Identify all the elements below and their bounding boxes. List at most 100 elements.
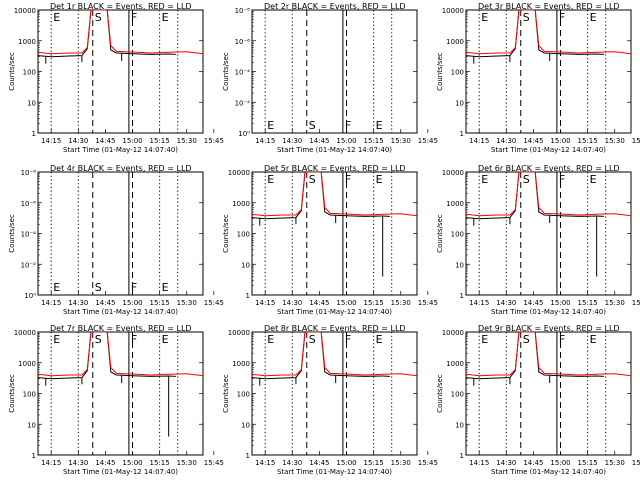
marker-label: F [559,333,565,346]
plot-frame [465,331,632,456]
y-tick-label: 10000 [14,329,36,337]
x-tick-label: 15:30 [605,459,625,467]
plot-frame [251,171,418,296]
events-line [38,332,176,380]
y-tick-label: 10⁰ [238,130,250,138]
marker-label: E [53,281,60,294]
y-axis-label: Counts/sec [436,374,444,413]
lld-line [252,172,417,217]
marker-label: F [345,173,351,186]
x-tick-label: 15:30 [391,459,411,467]
marker-label: S [95,281,102,294]
x-axis-label: Start Time (01-May-12 14:07:40) [277,146,392,154]
x-axis-label: Start Time (01-May-12 14:07:40) [63,468,178,476]
y-tick-label: 1000 [18,38,36,46]
lld-line [252,332,417,377]
y-tick-label: 100 [23,391,36,399]
x-tick-label: 15:15 [364,137,384,145]
plot-frame [37,9,204,134]
lld-line [38,332,203,377]
marker-label: E [53,333,60,346]
x-axis-label: Start Time (01-May-12 14:07:40) [63,146,178,154]
x-tick-label: 15:15 [578,459,598,467]
marker-label: E [267,173,274,186]
panel-title: Det 6r BLACK = Events, RED = LLD [478,164,620,173]
panel-title: Det 3r BLACK = Events, RED = LLD [478,2,620,11]
events-line [38,10,176,58]
lld-line [466,172,631,217]
plot-frame [465,9,632,134]
x-tick-label: 14:15 [255,299,275,307]
x-tick-label: 15:00 [336,137,356,145]
panel-8: Det 8r BLACK = Events, RED = LLD 1 10 100 10… [222,324,438,476]
x-tick-label: 15:00 [122,459,142,467]
y-tick-label: 10000 [442,169,464,177]
x-tick-label: 15:45 [418,299,438,307]
y-tick-label: 1000 [232,200,250,208]
marker-label: E [53,11,60,24]
marker-label: E [162,333,169,346]
x-tick-label: 15:30 [605,137,625,145]
y-tick-label: 10⁻⁴ [21,231,37,239]
x-tick-label: 14:30 [68,137,88,145]
y-tick-label: 100 [451,69,464,77]
y-tick-label: 10⁻⁶ [235,38,251,46]
y-tick-label: 10000 [14,7,36,15]
x-tick-label: 14:15 [41,137,61,145]
y-tick-label: 10000 [228,169,250,177]
marker-label: S [309,333,316,346]
x-tick-label: 15:00 [550,137,570,145]
y-tick-label: 10000 [442,7,464,15]
x-tick-label: 14:30 [496,459,516,467]
x-tick-label: 15:15 [150,459,170,467]
panel-title: Det 1r BLACK = Events, RED = LLD [50,2,192,11]
marker-label: E [267,333,274,346]
x-tick-label: 14:30 [68,299,88,307]
x-tick-label: 14:45 [309,299,329,307]
y-tick-label: 1 [460,452,464,460]
x-tick-label: 14:30 [282,137,302,145]
panel-title: Det 9r BLACK = Events, RED = LLD [478,324,620,333]
x-tick-label: 15:15 [150,137,170,145]
y-tick-label: 10⁻⁶ [21,200,37,208]
x-tick-label: 15:45 [204,459,224,467]
plot-frame [465,171,632,296]
panel-6: Det 6r BLACK = Events, RED = LLD 1 10 100 10… [436,164,640,316]
y-axis-label: Counts/sec [8,52,16,91]
marker-label: F [559,11,565,24]
x-tick-label: 14:45 [309,137,329,145]
x-axis-label: Start Time (01-May-12 14:07:40) [277,468,392,476]
marker-label: E [481,11,488,24]
x-tick-label: 15:15 [150,299,170,307]
x-tick-label: 15:15 [578,137,598,145]
y-tick-label: 10⁻² [21,261,37,269]
marker-label: S [523,333,530,346]
x-tick-label: 15:00 [550,299,570,307]
marker-label: E [481,333,488,346]
y-tick-label: 10000 [442,329,464,337]
y-tick-label: 1000 [446,38,464,46]
x-tick-label: 14:15 [255,137,275,145]
plot-frame [251,331,418,456]
marker-label: S [523,173,530,186]
panel-4: Det 4r BLACK = Events, RED = LLD 10⁰ 10⁻² 1… [8,164,224,316]
marker-label: S [95,11,102,24]
x-tick-label: 14:30 [496,299,516,307]
x-tick-label: 15:30 [177,459,197,467]
x-tick-label: 15:30 [605,299,625,307]
y-tick-label: 100 [237,391,250,399]
x-tick-label: 14:45 [523,299,543,307]
marker-label: S [309,173,316,186]
y-axis-label: Counts/sec [222,52,230,91]
marker-label: F [131,11,137,24]
x-tick-label: 14:15 [41,299,61,307]
y-tick-label: 1000 [232,360,250,368]
x-tick-label: 14:45 [309,459,329,467]
marker-label: E [162,11,169,24]
y-tick-label: 10⁻⁴ [235,69,251,77]
panel-1: Det 1r BLACK = Events, RED = LLD 1 10 100 10… [8,2,224,154]
y-tick-label: 10⁻⁸ [235,7,251,15]
x-tick-label: 14:15 [469,459,489,467]
marker-label: E [590,333,597,346]
